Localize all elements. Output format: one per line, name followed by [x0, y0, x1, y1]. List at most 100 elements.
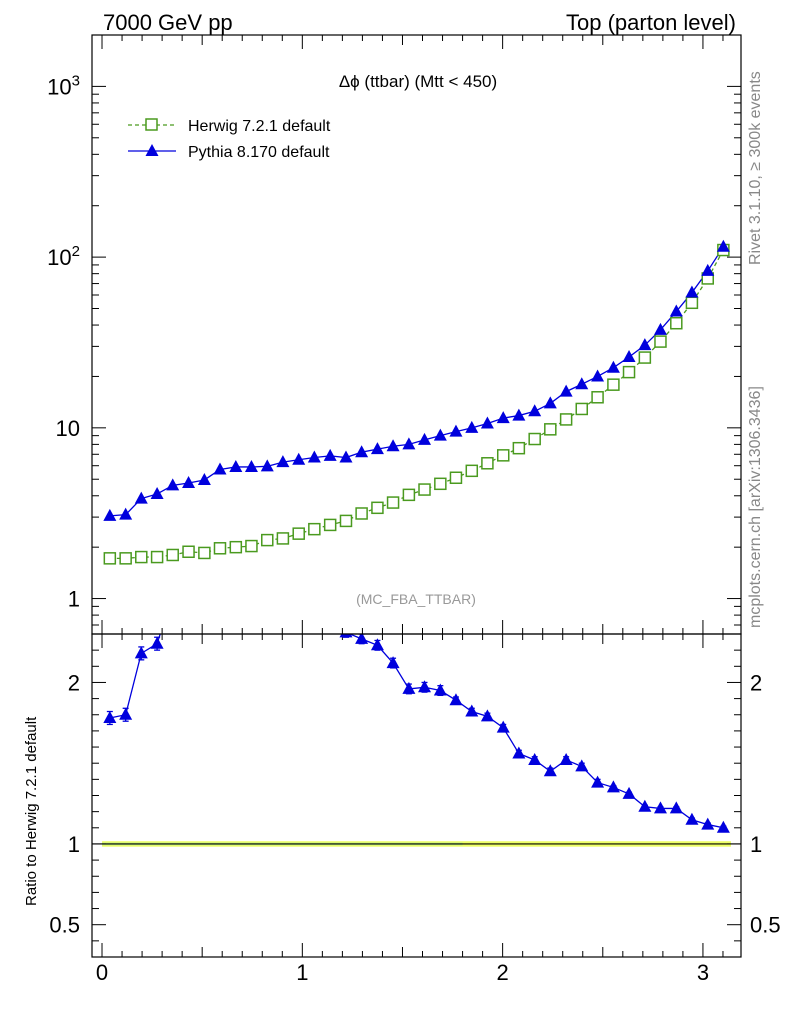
herwig-line	[109, 249, 724, 559]
pythia-marker	[292, 452, 306, 465]
herwig-marker	[449, 471, 463, 485]
pythia-marker	[528, 404, 542, 417]
ratio-pythia-marker	[685, 812, 699, 825]
legend-herwig-label: Herwig 7.2.1 default	[188, 118, 331, 135]
pythia-marker	[150, 486, 164, 499]
herwig-marker	[654, 335, 667, 348]
lower-xtick-label: 3	[697, 960, 709, 985]
ratio-pythia-marker	[339, 634, 353, 638]
pythia-marker	[512, 408, 526, 421]
pythia-marker	[591, 369, 605, 382]
herwig-marker	[528, 432, 541, 446]
upper-ytick-label: 102	[47, 243, 80, 270]
lower-ytick-label-right: 2	[750, 670, 762, 695]
pythia-marker	[716, 239, 730, 252]
herwig-marker	[229, 540, 243, 554]
herwig-marker	[670, 316, 683, 330]
analysis-label: (MC_FBA_TTBAR)	[356, 591, 476, 607]
lower-ytick-label: 1	[68, 832, 80, 857]
herwig-marker	[119, 552, 132, 565]
pythia-marker	[276, 455, 290, 468]
ratio-pythia-marker	[402, 681, 416, 694]
ratio-pythia-marker	[166, 588, 179, 600]
herwig-marker	[245, 539, 258, 553]
herwig-marker	[496, 449, 510, 462]
pythia-marker	[480, 416, 494, 429]
herwig-marker	[481, 457, 494, 470]
pythia-line	[109, 246, 724, 517]
ratio-pythia-marker	[575, 759, 589, 772]
pythia-marker	[496, 411, 510, 424]
lower-ytick-label-right: 0.5	[750, 913, 781, 938]
ratio-pythia-marker	[134, 646, 148, 659]
herwig-marker	[198, 546, 211, 560]
pythia-marker	[638, 338, 652, 351]
pythia-marker	[244, 459, 258, 472]
herwig-marker	[575, 402, 589, 416]
herwig-marker	[339, 514, 353, 528]
ratio-pythia-marker	[433, 683, 447, 696]
herwig-marker	[292, 527, 305, 540]
lower-ytick-label-right: 1	[750, 832, 762, 857]
ratio-pythia-marker	[622, 786, 636, 799]
ratio-series-group	[103, 527, 730, 833]
ratio-pythia-marker	[292, 567, 305, 579]
pythia-marker	[386, 439, 400, 452]
ratio-pythia-marker	[669, 801, 683, 814]
ratio-pythia-marker	[355, 634, 369, 644]
header-right: Top (parton level)	[566, 10, 736, 35]
lower-frame	[91, 633, 742, 958]
ratio-pythia-marker	[182, 590, 195, 602]
ratio-pythia-marker	[465, 704, 479, 717]
chart-title: Δϕ (ttbar) (Mtt < 450)	[339, 72, 497, 91]
ratio-pythia-marker	[370, 638, 384, 651]
ratio-pythia-marker	[261, 559, 274, 571]
herwig-marker	[559, 413, 573, 426]
pythia-marker	[543, 396, 557, 409]
pythia-marker	[622, 349, 636, 362]
header-left: 7000 GeV pp	[103, 10, 233, 35]
pythia-marker	[119, 507, 133, 520]
ratio-pythia-marker	[386, 656, 400, 669]
lower-panel: 0.5 0.5 1 1 2 2 0 1 2 3	[49, 527, 781, 985]
pythia-marker	[653, 322, 667, 335]
herwig-marker	[261, 533, 274, 547]
herwig-marker	[418, 483, 431, 496]
pythia-marker	[229, 459, 243, 472]
lower-xtick-label: 2	[497, 960, 509, 985]
herwig-marker	[622, 365, 636, 379]
pythia-marker	[134, 491, 148, 504]
upper-series-group	[103, 239, 730, 565]
pythia-marker	[685, 285, 699, 298]
herwig-marker	[685, 296, 699, 310]
ratio-pythia-marker	[276, 549, 289, 561]
rivet-label: Rivet 3.1.10, ≥ 300k events	[747, 71, 764, 265]
legend-pythia-marker	[145, 144, 159, 156]
ratio-pythia-marker	[528, 752, 542, 765]
herwig-marker	[308, 522, 321, 536]
ratio-ylabel: Ratio to Herwig 7.2.1 default	[23, 716, 40, 906]
pythia-marker	[402, 437, 416, 450]
pythia-marker	[323, 448, 337, 461]
herwig-marker	[371, 501, 384, 515]
pythia-marker	[307, 450, 321, 463]
pythia-marker	[339, 450, 353, 463]
herwig-marker	[402, 488, 416, 502]
upper-ytick-label: 1	[68, 587, 80, 612]
ratio-pythia-marker	[245, 527, 258, 539]
lower-xtick-label: 0	[96, 960, 108, 985]
pythia-marker	[575, 377, 589, 390]
pythia-marker	[213, 462, 227, 475]
herwig-marker	[182, 545, 195, 559]
herwig-marker	[166, 548, 179, 562]
pythia-marker	[197, 472, 211, 485]
pythia-marker	[606, 360, 620, 373]
herwig-marker	[386, 496, 400, 509]
ratio-pythia-marker	[418, 680, 432, 693]
ratio-pythia-marker	[591, 775, 605, 788]
herwig-marker	[276, 532, 290, 545]
ratio-pythia-marker	[701, 817, 715, 830]
ratio-pythia-marker	[653, 801, 667, 814]
herwig-marker	[544, 423, 557, 436]
pythia-marker	[260, 459, 274, 472]
